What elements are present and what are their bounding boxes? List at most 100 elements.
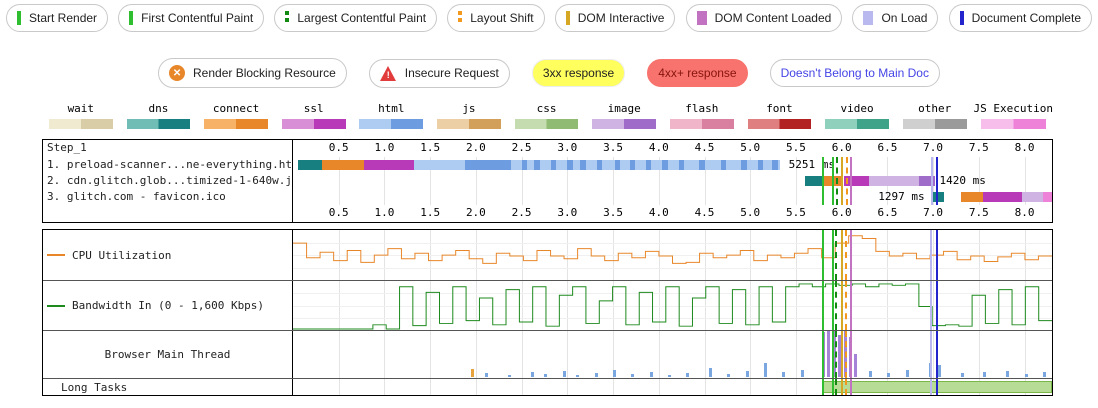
main-thread-bar xyxy=(631,374,635,377)
main-thread-bar xyxy=(745,371,749,377)
segment-html_dark xyxy=(772,160,778,170)
exclamation-glyph: ! xyxy=(386,69,390,80)
resource-type-label: other xyxy=(918,102,952,115)
gridline xyxy=(658,331,660,378)
gridline xyxy=(658,189,660,205)
main-thread-bar xyxy=(649,372,653,377)
legend-render-blocking-resource: ✕ Render Blocking Resource xyxy=(158,58,347,88)
legend-on-load: On Load xyxy=(852,4,939,32)
request-bars[interactable]: 1420 ms xyxy=(293,173,1052,189)
resource-type-swatch xyxy=(902,119,967,129)
main-thread-bar xyxy=(800,369,804,377)
first-contentful-paint-icon xyxy=(129,11,134,25)
gridline xyxy=(430,379,432,395)
segment-ssl_dark xyxy=(364,160,414,170)
axis-tick: 5.0 xyxy=(740,206,761,219)
resource-type-legend: wait dns connect ssl html js css image flash font… xyxy=(42,102,1053,129)
segment-jsexec_dark xyxy=(1042,192,1052,202)
main-thread-bar xyxy=(983,372,987,377)
legend-largest-contentful-paint: Largest Contentful Paint xyxy=(274,4,438,32)
request-row: 2. cdn.glitch.glob...timized-1-640w.jpg 1… xyxy=(43,173,1052,189)
gridline xyxy=(613,173,615,189)
legend-3xx-response: 3xx response xyxy=(531,59,626,87)
gridline xyxy=(841,157,843,173)
axis-tick: 4.5 xyxy=(694,206,715,219)
resource-type-connect: connect xyxy=(197,102,275,129)
duration-label: 1297 ms xyxy=(878,190,925,203)
cpu-utilization-line xyxy=(293,235,1052,264)
resource-type-image: image xyxy=(585,102,663,129)
resource-type-dns: dns xyxy=(120,102,198,129)
resource-type-label: font xyxy=(766,102,793,115)
resource-type-swatch xyxy=(514,119,579,129)
axis-tick: 4.0 xyxy=(648,141,669,154)
axis-tick: 7.0 xyxy=(923,141,944,154)
gridline xyxy=(338,379,340,395)
legend-first-contentful-paint: First Contentful Paint xyxy=(118,4,265,32)
resource-type-js: js xyxy=(430,102,508,129)
request-bars[interactable]: 1297 ms xyxy=(293,189,1052,205)
resource-type-label: css xyxy=(536,102,557,115)
resource-type-css: css xyxy=(508,102,586,129)
gridline xyxy=(521,379,523,395)
segment-connect_dark xyxy=(322,160,365,170)
duration-label: 5251 ms xyxy=(788,158,835,171)
segment-html_dark xyxy=(699,160,705,170)
gridline xyxy=(795,331,797,378)
gridline xyxy=(384,331,386,378)
gridline xyxy=(567,189,569,205)
main-thread-bar xyxy=(530,372,534,377)
gridline xyxy=(750,379,752,395)
axis-tick: 6.5 xyxy=(877,206,898,219)
resource-type-ssl: ssl xyxy=(275,102,353,129)
gridline xyxy=(750,331,752,378)
legend-start-render: Start Render xyxy=(6,4,109,32)
request-bars[interactable]: 5251 ms xyxy=(293,157,1052,173)
legend-label: On Load xyxy=(881,11,928,25)
resource-type-label: connect xyxy=(212,102,260,115)
segment-html_dark xyxy=(614,160,621,170)
bandwidth-line xyxy=(293,283,1052,330)
request-row: 1. preload-scanner...ne-everything.html 5… xyxy=(43,157,1052,173)
h-gridline xyxy=(293,242,1052,244)
main-thread-bar xyxy=(727,373,731,377)
axis-tick: 6.0 xyxy=(831,141,852,154)
main-thread-bar xyxy=(709,367,713,377)
main-thread-bar xyxy=(905,369,909,377)
resource-type-label: JS Execution xyxy=(973,102,1053,115)
time-axis-bottom: 0.5 1.0 1.5 2.0 2.5 3.0 3.5 4.0 4.5 5.0 5.5 6.0 6.5 7… xyxy=(293,205,1052,222)
main-thread-bar xyxy=(928,362,932,377)
main-thread-bar xyxy=(576,374,580,377)
gridline xyxy=(430,173,432,189)
resource-type-flash: flash xyxy=(663,102,741,129)
render-blocking-icon: ✕ xyxy=(169,65,186,81)
step-label: Step_1 xyxy=(43,140,293,157)
gridline xyxy=(475,189,477,205)
cpu-label: CPU Utilization xyxy=(72,248,172,262)
request-label[interactable]: 3. glitch.com - favicon.ico xyxy=(43,189,293,205)
waterfall-table: Step_1 0.5 1.0 1.5 2.0 2.5 3.0 3.5 4.0 4.5 5.0 5.5… xyxy=(42,139,1053,223)
gridline xyxy=(521,331,523,378)
duration-label: 1420 ms xyxy=(939,174,986,187)
resource-type-video: video xyxy=(818,102,896,129)
axis-tick: 0.5 xyxy=(328,141,349,154)
gridline xyxy=(658,173,660,189)
segment-html_dark xyxy=(662,160,668,170)
axis-tick: 1.0 xyxy=(374,206,395,219)
gridline xyxy=(567,379,569,395)
resource-type-swatch xyxy=(126,119,191,129)
dom-content-loaded-icon xyxy=(696,11,707,25)
axis-tick: 3.5 xyxy=(603,141,623,154)
request-label[interactable]: 1. preload-scanner...ne-everything.html xyxy=(43,157,293,173)
axis-tick: 7.5 xyxy=(968,206,989,219)
on-load-icon xyxy=(863,11,874,25)
gridline xyxy=(475,331,477,378)
legend-label: Render Blocking Resource xyxy=(193,66,336,80)
waterfall-header: Step_1 0.5 1.0 1.5 2.0 2.5 3.0 3.5 4.0 4.5 5.0 5.5… xyxy=(43,140,1052,157)
main-thread-bar xyxy=(1024,374,1028,377)
resource-type-swatch xyxy=(747,119,812,129)
request-label[interactable]: 2. cdn.glitch.glob...timized-1-640w.jpg xyxy=(43,173,293,189)
axis-tick: 5.0 xyxy=(740,141,761,154)
gridline xyxy=(795,189,797,205)
gridline xyxy=(567,173,569,189)
